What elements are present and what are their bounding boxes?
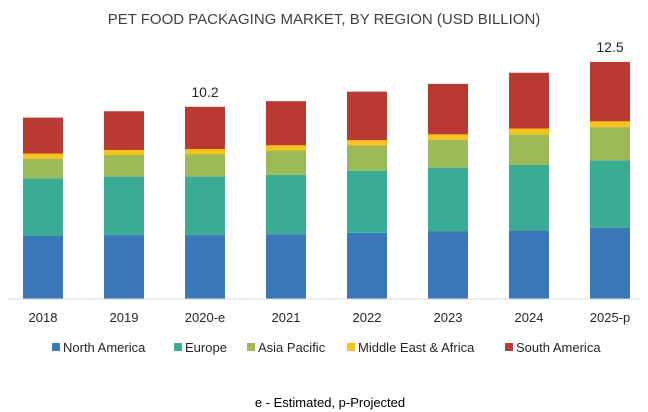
bar-segment-north-america-2020-e [185, 235, 225, 299]
legend-label: Middle East & Africa [358, 340, 475, 355]
legend-item-middle-east-africa: Middle East & Africa [347, 340, 475, 355]
bar-segment-europe-2019 [104, 176, 144, 236]
bar-segment-south-america-2021 [266, 101, 306, 146]
bar-segment-europe-2025-p [590, 160, 630, 228]
bar-segment-north-america-2025-p [590, 227, 630, 299]
legend-item-north-america: North America [52, 340, 146, 355]
plot-area [23, 61, 630, 299]
bar-segment-north-america-2022 [347, 232, 387, 299]
x-tick-label: 2024 [515, 310, 544, 325]
legend-swatch [174, 343, 182, 351]
bar-segment-asia-pacific-2022 [347, 145, 387, 171]
bar-segment-middle-east-africa-2021 [266, 145, 306, 151]
legend-swatch [347, 343, 355, 351]
bar-segment-middle-east-africa-2022 [347, 140, 387, 146]
bar-segment-south-america-2022 [347, 91, 387, 141]
bar-segment-north-america-2021 [266, 234, 306, 299]
bar-segment-europe-2018 [23, 178, 63, 236]
chart-title: PET FOOD PACKAGING MARKET, BY REGION (US… [108, 11, 541, 28]
x-tick-label: 2019 [110, 310, 139, 325]
bar-segment-middle-east-africa-2025-p [590, 121, 630, 128]
bar-segment-north-america-2018 [23, 236, 63, 299]
bar-segment-europe-2021 [266, 174, 306, 235]
bar-segment-europe-2022 [347, 170, 387, 233]
footnote: e - Estimated, p-Projected [255, 395, 405, 410]
bar-segment-europe-2023 [428, 167, 468, 232]
x-axis-ticks: 2018 2019 2020-e 2021 2022 2023 2024 2025-p [29, 310, 631, 325]
bar-segment-middle-east-africa-2023 [428, 134, 468, 140]
legend-swatch [505, 343, 513, 351]
bar-segment-middle-east-africa-2020-e [185, 149, 225, 155]
bar-segment-south-america-2025-p [590, 61, 630, 122]
data-label: 10.2 [191, 84, 218, 100]
x-tick-label: 2020-e [185, 310, 225, 325]
bar-segment-asia-pacific-2024 [509, 134, 549, 165]
legend-item-asia-pacific: Asia Pacific [247, 340, 326, 355]
legend-label: South America [516, 340, 601, 355]
data-labels: 10.2 12.5 [191, 39, 623, 100]
x-tick-label: 2021 [272, 310, 301, 325]
bar-segment-asia-pacific-2018 [23, 158, 63, 179]
bar-segment-south-america-2019 [104, 111, 144, 150]
bar-segment-north-america-2024 [509, 230, 549, 299]
legend-swatch [247, 343, 255, 351]
bar-segment-asia-pacific-2021 [266, 150, 306, 175]
bar-segment-asia-pacific-2025-p [590, 127, 630, 161]
bar-segment-asia-pacific-2019 [104, 155, 144, 177]
data-label: 12.5 [596, 39, 623, 55]
legend-item-europe: Europe [174, 340, 227, 355]
bar-segment-north-america-2023 [428, 231, 468, 299]
bar-segment-south-america-2023 [428, 83, 468, 135]
bar-segment-south-america-2024 [509, 72, 549, 129]
legend: North America Europe Asia Pacific Middle Ea… [52, 340, 601, 355]
x-tick-label: 2022 [353, 310, 382, 325]
bar-segment-north-america-2019 [104, 235, 144, 299]
legend-item-south-america: South America [505, 340, 601, 355]
x-tick-label: 2025-p [590, 310, 630, 325]
bar-segment-europe-2020-e [185, 176, 225, 236]
bar-segment-south-america-2020-e [185, 106, 225, 150]
bar-segment-south-america-2018 [23, 117, 63, 154]
legend-label: North America [63, 340, 146, 355]
bar-segment-middle-east-africa-2024 [509, 128, 549, 135]
bar-segment-middle-east-africa-2018 [23, 153, 63, 159]
legend-swatch [52, 343, 60, 351]
legend-label: Asia Pacific [258, 340, 326, 355]
bar-segment-middle-east-africa-2019 [104, 149, 144, 155]
bar-segment-europe-2024 [509, 164, 549, 231]
legend-label: Europe [185, 340, 227, 355]
bar-segment-asia-pacific-2023 [428, 139, 468, 168]
x-tick-label: 2018 [29, 310, 58, 325]
x-tick-label: 2023 [434, 310, 463, 325]
bar-segment-asia-pacific-2020-e [185, 154, 225, 177]
